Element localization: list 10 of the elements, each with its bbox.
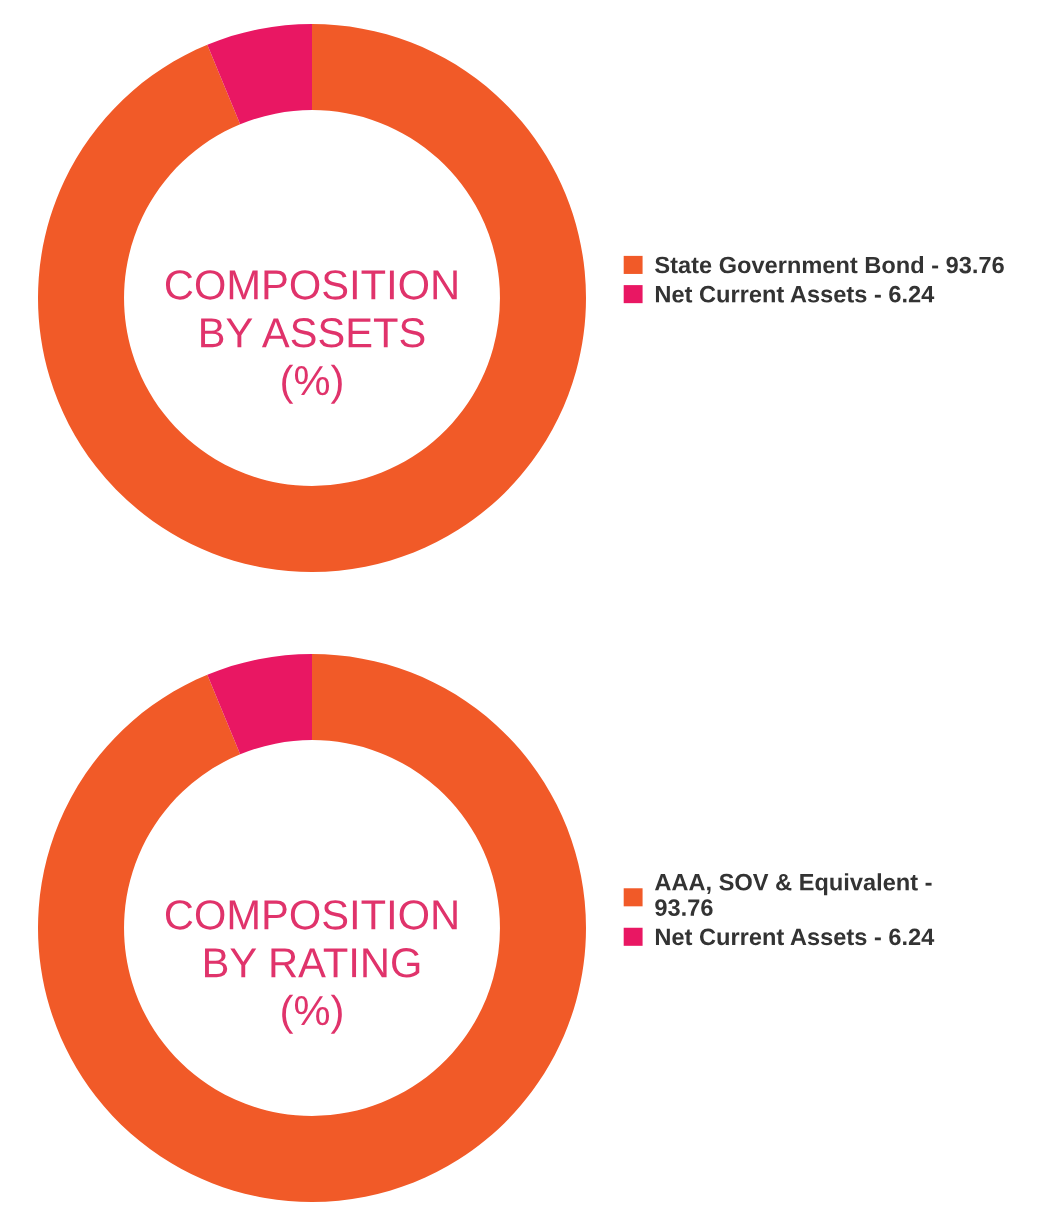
legend-label: State Government Bond - 93.76: [655, 256, 1004, 274]
legend-label: Net Current Assets - 6.24: [655, 285, 935, 303]
donut-slice: [38, 654, 586, 1202]
donut-slice: [38, 24, 586, 572]
legend-label: AAA, SOV & Equivalent - 93.76: [654, 873, 932, 917]
donut-slice: [207, 654, 312, 755]
legend-label: Net Current Assets - 6.24: [655, 928, 935, 946]
text: COMPOSITION BY RATING (%): [165, 900, 457, 1034]
donut-slice: [207, 24, 312, 125]
text: COMPOSITION BY ASSETS (%): [165, 270, 457, 404]
